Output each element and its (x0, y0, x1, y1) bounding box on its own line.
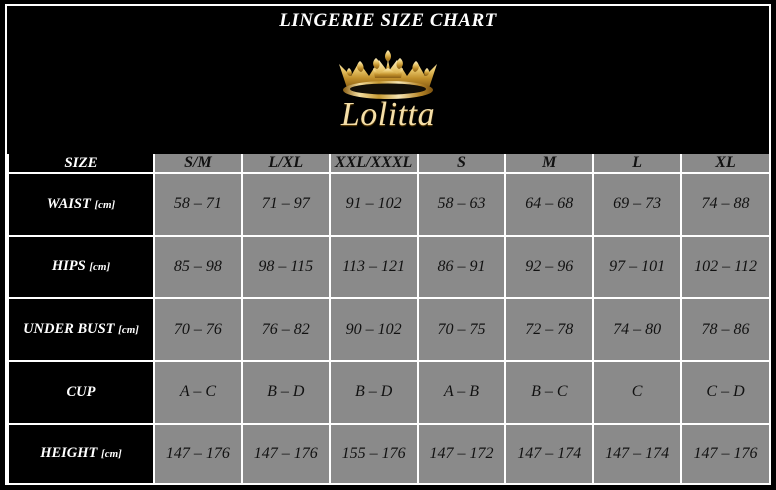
row-label-unit: [cm] (118, 324, 139, 337)
cell-value: 147 – 172 (416, 422, 507, 483)
cell-value: 91 – 102 (328, 172, 419, 237)
row-label-under-bust: UNDER BUST [cm] (7, 297, 155, 362)
row-label-text: CUP (66, 383, 96, 400)
size-table: SIZE S/M L/XL XXL/XXXL S M L XL WAIST [c… (7, 154, 769, 483)
cell-value: C – D (680, 359, 769, 425)
cell-value: C (592, 359, 683, 425)
cell-value: 97 – 101 (592, 234, 683, 300)
row-label-text: HEIGHT (40, 445, 98, 462)
cell-value: A – C (153, 359, 243, 425)
row-label-unit: [cm] (101, 448, 122, 461)
cell-value: 74 – 88 (680, 172, 769, 237)
column-header-s: S (416, 154, 507, 174)
page-title: LINGERIE SIZE CHART (279, 10, 497, 31)
table-body: WAIST [cm] 58 – 71 71 – 97 91 – 102 58 – 63 6… (7, 172, 769, 483)
cell-value: A – B (416, 359, 507, 425)
cell-value: B – C (504, 359, 595, 425)
column-header-size: SIZE (7, 154, 155, 174)
column-header-lxl: L/XL (240, 154, 331, 174)
cell-value: 147 – 174 (592, 422, 683, 483)
table-row: WAIST [cm] 58 – 71 71 – 97 91 – 102 58 – 63 6… (7, 172, 769, 237)
row-label-height: HEIGHT [cm] (7, 422, 155, 483)
branding-band: LINGERIE SIZE CHART (7, 6, 769, 154)
cell-value: 92 – 96 (504, 234, 595, 300)
cell-value: 74 – 80 (592, 297, 683, 362)
cell-value: 147 – 176 (153, 422, 243, 483)
cell-value: 155 – 176 (328, 422, 419, 483)
chart-frame: LINGERIE SIZE CHART (5, 4, 771, 485)
cell-value: 78 – 86 (680, 297, 769, 362)
cell-value: 72 – 78 (504, 297, 595, 362)
cell-value: 147 – 176 (680, 422, 769, 483)
column-header-xl: XL (680, 154, 769, 174)
cell-value: 71 – 97 (240, 172, 331, 237)
cell-value: 102 – 112 (680, 234, 769, 300)
cell-value: B – D (240, 359, 331, 425)
brand-logo: Lolitta (7, 46, 769, 132)
cell-value: 69 – 73 (592, 172, 683, 237)
column-header-sm: S/M (153, 154, 243, 174)
row-label-text: WAIST (46, 195, 91, 212)
cell-value: 64 – 68 (504, 172, 595, 237)
cell-value: 85 – 98 (153, 234, 243, 300)
row-label-unit: [cm] (89, 261, 111, 274)
cell-value: 58 – 71 (153, 172, 243, 237)
cell-value: 70 – 75 (416, 297, 507, 362)
table-row: HEIGHT [cm] 147 – 176 147 – 176 155 – 176 14… (7, 422, 769, 483)
column-header-xxlxxxl: XXL/XXXL (328, 154, 419, 174)
crown-icon (339, 50, 437, 99)
cell-value: 113 – 121 (328, 234, 419, 300)
table-header: SIZE S/M L/XL XXL/XXXL S M L XL (7, 154, 769, 174)
cell-value: 70 – 76 (153, 297, 243, 362)
row-label-hips: HIPS [cm] (7, 234, 155, 300)
row-label-waist: WAIST [cm] (7, 172, 155, 237)
column-header-m: M (504, 154, 595, 174)
cell-value: 76 – 82 (240, 297, 331, 362)
cell-value: 58 – 63 (416, 172, 507, 237)
row-label-unit: [cm] (94, 198, 116, 211)
table-row: HIPS [cm] 85 – 98 98 – 115 113 – 121 86 – 91… (7, 234, 769, 300)
column-header-l: L (592, 154, 683, 174)
cell-value: B – D (328, 359, 419, 425)
cell-value: 86 – 91 (416, 234, 507, 300)
cell-value: 147 – 174 (504, 422, 595, 483)
row-label-text: HIPS (51, 258, 86, 275)
table-header-row: SIZE S/M L/XL XXL/XXXL S M L XL (7, 154, 769, 174)
row-label-text: UNDER BUST (23, 321, 115, 338)
brand-name: Lolitta (340, 96, 436, 133)
row-label-cup: CUP (7, 359, 155, 425)
cell-value: 90 – 102 (328, 297, 419, 362)
table-row: UNDER BUST [cm] 70 – 76 76 – 82 90 – 102 70 … (7, 297, 769, 362)
cell-value: 147 – 176 (240, 422, 331, 483)
cell-value: 98 – 115 (240, 234, 331, 300)
